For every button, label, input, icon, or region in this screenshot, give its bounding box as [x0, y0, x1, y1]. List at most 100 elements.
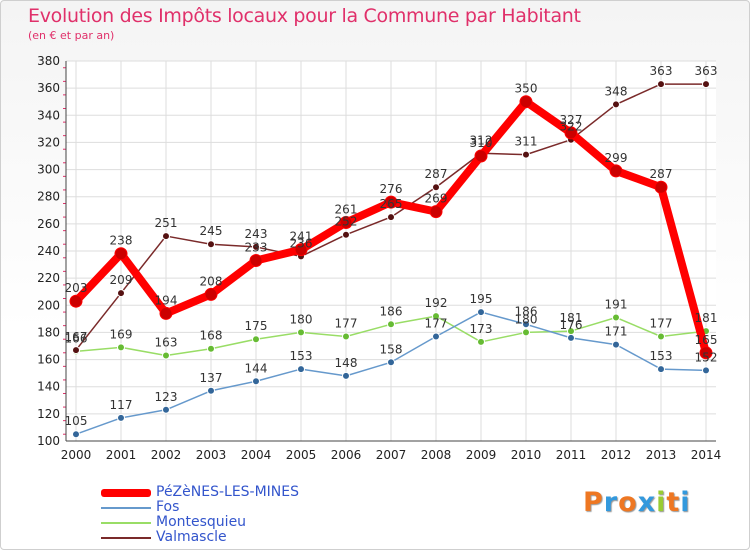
- data-label: 165: [695, 333, 718, 347]
- data-label: 245: [200, 224, 223, 238]
- x-tick-label: 2007: [376, 448, 407, 462]
- data-point: [342, 332, 350, 341]
- data-label: 243: [245, 227, 268, 241]
- data-point: [342, 371, 350, 380]
- data-label: 251: [155, 216, 178, 230]
- data-label: 299: [605, 151, 628, 165]
- data-point: [522, 320, 530, 329]
- data-point: [159, 306, 173, 320]
- data-point: [72, 346, 80, 355]
- data-point: [297, 365, 305, 374]
- x-tick-label: 2004: [241, 448, 272, 462]
- logo-letter: x: [637, 487, 657, 518]
- legend-swatch: [101, 489, 151, 497]
- data-label: 233: [245, 241, 268, 255]
- data-point: [477, 308, 485, 317]
- data-label: 169: [110, 327, 133, 341]
- data-label: 312: [470, 133, 493, 147]
- data-point: [477, 337, 485, 346]
- data-point: [207, 240, 215, 249]
- data-point: [117, 289, 125, 298]
- data-point: [387, 358, 395, 367]
- data-point: [432, 332, 440, 341]
- data-label: 180: [515, 312, 538, 326]
- data-label: 186: [380, 304, 403, 318]
- data-label: 176: [560, 318, 583, 332]
- logo-letter: o: [618, 487, 638, 518]
- data-point: [294, 243, 308, 257]
- y-tick-label: 140: [37, 380, 60, 394]
- data-label: 171: [605, 325, 628, 339]
- y-tick-label: 260: [37, 217, 60, 231]
- y-tick-label: 200: [37, 298, 60, 312]
- x-tick-label: 2002: [151, 448, 182, 462]
- data-point: [72, 430, 80, 439]
- data-label: 209: [110, 273, 133, 287]
- data-label: 137: [200, 371, 223, 385]
- x-tick-label: 2003: [196, 448, 227, 462]
- data-label: 158: [380, 342, 403, 356]
- data-point: [114, 247, 128, 261]
- data-label: 181: [560, 311, 583, 325]
- data-point: [474, 149, 488, 163]
- data-label: 163: [155, 336, 178, 350]
- data-point: [522, 150, 530, 159]
- data-point: [612, 313, 620, 322]
- data-point: [252, 335, 260, 344]
- data-label: 168: [200, 329, 223, 343]
- data-label: 117: [110, 398, 133, 412]
- data-point: [342, 230, 350, 239]
- data-label: 327: [560, 113, 583, 127]
- legend-swatch: [101, 522, 151, 524]
- data-point: [297, 328, 305, 337]
- data-label: 144: [245, 361, 268, 375]
- data-point: [429, 205, 443, 219]
- data-point: [252, 242, 260, 251]
- data-label: 177: [335, 317, 358, 331]
- data-label: 153: [290, 349, 313, 363]
- data-label: 195: [470, 292, 493, 306]
- data-point: [252, 377, 260, 386]
- data-point: [432, 183, 440, 192]
- x-tick-label: 2006: [331, 448, 362, 462]
- data-point: [657, 332, 665, 341]
- x-tick-label: 2009: [466, 448, 497, 462]
- data-label: 167: [65, 330, 88, 344]
- data-point: [702, 366, 710, 375]
- data-label: 152: [695, 350, 718, 364]
- data-label: 322: [560, 120, 583, 134]
- data-point: [612, 100, 620, 109]
- data-label: 310: [470, 136, 493, 150]
- data-point: [207, 386, 215, 395]
- legend-swatch: [101, 507, 151, 509]
- data-label: 173: [470, 322, 493, 336]
- y-tick-label: 220: [37, 271, 60, 285]
- data-point: [432, 312, 440, 321]
- data-label: 236: [290, 236, 313, 250]
- data-label: 348: [605, 84, 628, 98]
- data-label: 153: [650, 349, 673, 363]
- data-point: [519, 95, 533, 109]
- y-tick-label: 180: [37, 325, 60, 339]
- x-tick-label: 2008: [421, 448, 452, 462]
- data-point: [387, 320, 395, 329]
- chart-title: Evolution des Impôts locaux pour la Comm…: [28, 5, 581, 27]
- data-point: [609, 164, 623, 178]
- y-tick-label: 240: [37, 244, 60, 258]
- logo-letter: i: [656, 487, 667, 518]
- logo-letter: P: [583, 487, 604, 518]
- legend-label: Montesquieu: [156, 514, 247, 530]
- data-point: [117, 343, 125, 352]
- data-point: [162, 405, 170, 414]
- data-point: [384, 195, 398, 209]
- data-point: [699, 346, 713, 360]
- data-point: [654, 180, 668, 194]
- legend-swatch: [101, 537, 151, 539]
- x-tick-label: 2013: [646, 448, 677, 462]
- y-tick-label: 340: [37, 108, 60, 122]
- data-point: [567, 333, 575, 342]
- logo-letter: r: [603, 487, 619, 518]
- y-tick-label: 160: [37, 353, 60, 367]
